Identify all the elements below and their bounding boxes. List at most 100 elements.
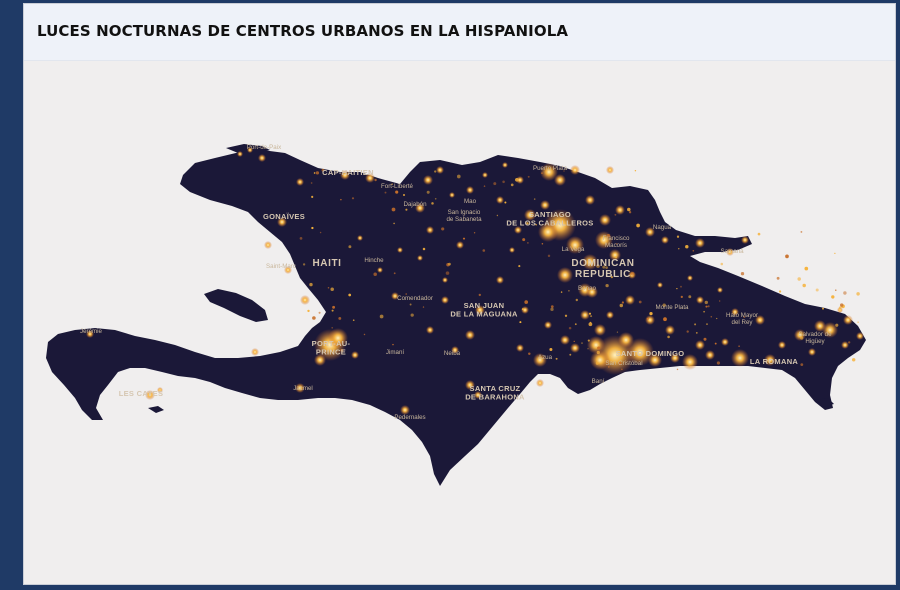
city-light [456, 174, 461, 179]
city-light [618, 332, 634, 348]
city-light [738, 345, 740, 348]
city-light [441, 296, 449, 304]
city-light [365, 173, 375, 183]
city-light [835, 323, 839, 327]
city-light [434, 170, 437, 173]
city-light [595, 361, 599, 365]
city-light [599, 214, 611, 226]
city-light [462, 237, 466, 240]
city-light [721, 338, 729, 346]
city-light [696, 296, 704, 304]
bottom-strip [0, 585, 900, 590]
city-light [594, 324, 606, 336]
city-light [804, 266, 809, 271]
city-light [717, 287, 723, 293]
city-light [393, 272, 396, 275]
city-light [403, 194, 405, 196]
city-light [585, 195, 595, 205]
major-city-label: CAP-HAITIEN [322, 168, 374, 177]
city-light [145, 390, 155, 400]
city-light [340, 170, 350, 180]
city-light [442, 277, 448, 283]
city-light [549, 347, 553, 352]
ile-a-vache [148, 406, 164, 413]
city-light [482, 249, 486, 252]
city-light [676, 287, 678, 290]
city-light [296, 178, 304, 186]
city-light [851, 358, 856, 362]
city-light [838, 306, 842, 309]
city-light [705, 350, 715, 360]
city-light [426, 190, 430, 194]
city-light [504, 201, 507, 204]
city-light [703, 337, 707, 341]
city-light [569, 353, 572, 356]
city-light [841, 341, 849, 349]
city-light [431, 202, 434, 205]
city-light [587, 348, 589, 350]
city-light [441, 227, 445, 231]
saona-island [815, 398, 834, 407]
city-light [662, 303, 666, 307]
city-light [705, 305, 708, 308]
city-light [533, 353, 547, 367]
city-light [560, 291, 563, 293]
city-light [352, 319, 355, 322]
city-light [496, 196, 504, 204]
city-light [526, 222, 529, 225]
city-light [856, 292, 860, 296]
city-light [707, 305, 710, 308]
city-light [614, 256, 618, 259]
city-light [328, 328, 348, 348]
city-light [311, 226, 314, 230]
city-light [634, 169, 637, 172]
city-light [527, 242, 529, 244]
minor-city-label: Hinche [364, 257, 384, 264]
city-light [400, 405, 410, 415]
city-light [628, 211, 632, 214]
city-light [597, 346, 601, 350]
city-light [544, 321, 552, 329]
minor-city-label: Francisco Macorís [603, 235, 630, 249]
city-light [247, 147, 253, 153]
major-city-label: SAN JUAN DE LA MAGUANA [450, 301, 518, 319]
city-light [731, 308, 739, 316]
city-light [516, 344, 524, 352]
city-light [588, 312, 592, 315]
city-light [716, 317, 718, 320]
city-light [843, 315, 853, 325]
city-light [720, 262, 724, 266]
city-light [395, 190, 399, 194]
city-light [423, 175, 433, 185]
city-light [502, 162, 508, 168]
country-label: HAITI [312, 258, 341, 269]
city-light [295, 383, 305, 393]
city-light [535, 224, 537, 226]
city-light [363, 333, 366, 336]
city-light [667, 351, 670, 353]
city-light [621, 301, 625, 304]
city-light [605, 266, 608, 269]
minor-city-label: Jérémie [80, 328, 103, 335]
city-light [688, 295, 692, 299]
city-light [434, 198, 437, 200]
minor-city-label: Dajabón [403, 201, 427, 208]
city-light [615, 243, 618, 245]
city-light [609, 249, 621, 261]
city-light [680, 285, 682, 288]
city-light [502, 180, 505, 184]
city-light [618, 361, 622, 365]
city-light [340, 198, 342, 201]
place-labels: HAITI DOMINICAN REPUBLIC CAP-HAITIEN GONAÏVE… [80, 144, 832, 421]
city-light [726, 248, 734, 256]
city-light [379, 314, 384, 319]
city-light [695, 340, 705, 350]
minor-city-label: Fort-Liberté [381, 183, 414, 190]
city-light [312, 316, 316, 320]
city-light [473, 232, 476, 234]
city-light [391, 183, 393, 185]
city-light [547, 254, 551, 258]
city-light [692, 249, 695, 252]
city-light [311, 195, 314, 198]
city-light [514, 226, 522, 234]
